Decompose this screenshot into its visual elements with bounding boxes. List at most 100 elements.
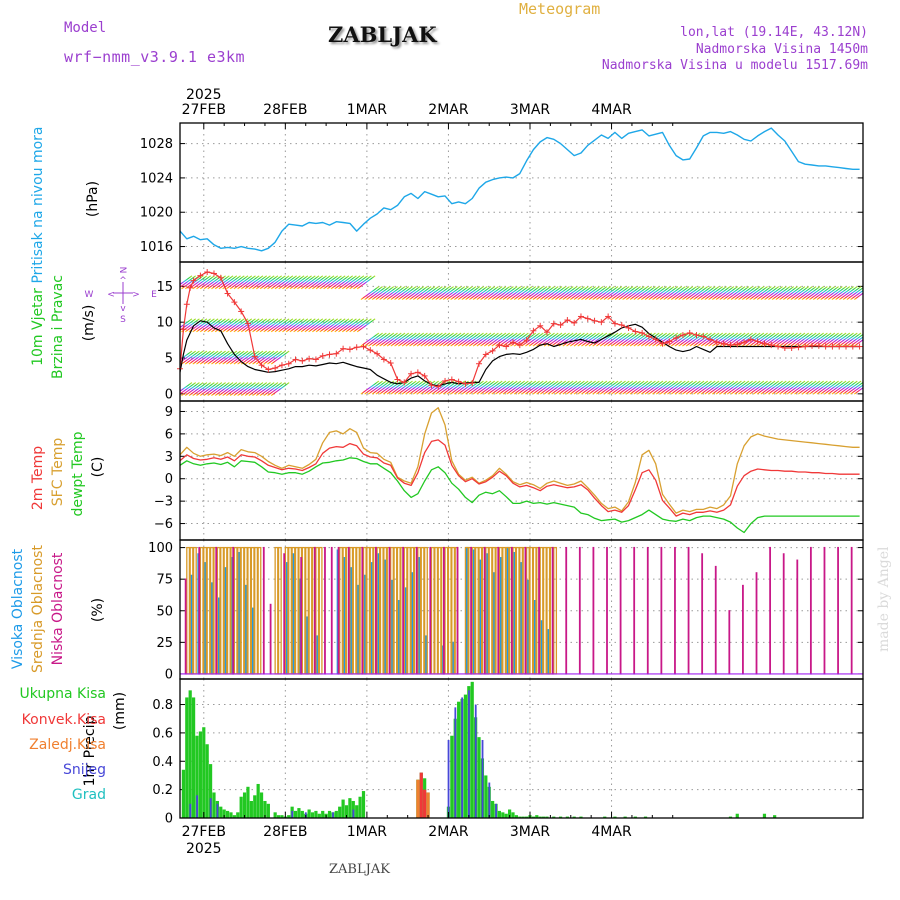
wind-ylabel-2: Brzina i Pravac: [50, 275, 66, 379]
mid-cloud-bar: [308, 546, 313, 675]
high-cloud-bar: [492, 572, 496, 675]
high-cloud-bar: [506, 546, 509, 675]
total-rain-bar: [552, 816, 556, 818]
high-cloud-bar: [391, 579, 394, 675]
frozen-bar: [426, 792, 430, 818]
total-rain-bar: [477, 737, 481, 818]
mid-cloud-bar: [488, 546, 493, 675]
compass-arrow-right: >: [132, 290, 140, 300]
total-rain-bar: [348, 798, 352, 818]
low-cloud-bar: [347, 546, 350, 675]
x-day-label-bottom: 2MAR: [428, 824, 469, 840]
temp-unit: (C): [90, 457, 106, 478]
low-cloud-bar: [660, 546, 663, 675]
temp-line-2m: [180, 439, 860, 517]
y-tick-label: 6: [165, 427, 173, 442]
high-cloud-bar: [363, 574, 367, 675]
low-cloud-bar: [215, 546, 218, 675]
snow-bar: [454, 707, 457, 818]
total-rain-bar: [603, 816, 607, 818]
location-label: lon,lat (19.14E, 43.12N): [680, 25, 868, 40]
mid-cloud-bar: [502, 546, 507, 675]
total-rain-bar: [344, 805, 349, 818]
y-tick-label: 1024: [140, 171, 173, 186]
pressure-line: [180, 127, 860, 252]
total-rain-bar: [321, 810, 325, 818]
y-tick-label: 0: [165, 812, 173, 827]
total-rain-bar: [263, 800, 267, 818]
wind-unit: (m/s): [81, 305, 97, 342]
high-cloud-bar: [499, 557, 503, 675]
mid-cloud-bar: [379, 546, 384, 675]
low-cloud-bar: [442, 546, 445, 675]
x-year-label-top: 2025: [186, 87, 222, 103]
total-rain-bar: [287, 815, 291, 818]
low-cloud-bar: [483, 546, 486, 675]
mid-cloud-bar: [186, 546, 191, 675]
total-rain-bar: [579, 816, 583, 818]
y-tick-label: 0: [165, 387, 173, 402]
total-rain-bar: [276, 815, 281, 818]
cloud-ylabel-mid: Srednja Oblacnost: [30, 545, 46, 673]
total-rain-bar: [450, 735, 454, 818]
low-cloud-bar: [375, 546, 377, 675]
low-cloud-bar: [837, 546, 839, 675]
total-rain-bar: [518, 816, 522, 818]
y-tick-label: 0: [165, 667, 173, 682]
high-cloud-bar: [285, 562, 288, 675]
low-cloud-bar: [728, 610, 731, 675]
mid-cloud-bar: [301, 546, 306, 675]
mid-cloud-bar: [199, 546, 204, 675]
high-cloud-bar: [411, 572, 414, 675]
total-rain-bar: [185, 697, 189, 818]
mid-cloud-bar: [407, 546, 411, 675]
total-rain-bar: [361, 791, 366, 818]
high-cloud-bar: [540, 620, 543, 675]
total-rain-bar: [208, 764, 213, 818]
compass-west: W: [85, 290, 94, 300]
cloud-unit: (%): [90, 598, 106, 622]
y-tick-label: 100: [148, 541, 173, 556]
high-cloud-bar: [526, 579, 530, 675]
y-tick-label: 9: [165, 405, 173, 420]
x-day-label-bottom: 1MAR: [347, 824, 388, 840]
low-cloud-bar: [324, 546, 326, 675]
low-cloud-bar: [782, 553, 785, 675]
pressure-ylabel: Pritisak na nivou mora: [30, 126, 46, 283]
snow-bar: [352, 809, 355, 818]
low-cloud-bar: [565, 546, 568, 675]
total-rain-bar: [535, 815, 539, 818]
y-tick-label: 0.6: [152, 726, 173, 741]
total-rain-bar: [484, 775, 488, 818]
mid-cloud-bar: [352, 546, 357, 675]
high-cloud-bar: [244, 584, 248, 675]
panel-frame-temperature: [179, 400, 864, 541]
low-cloud-bar: [592, 546, 595, 675]
y-tick-label: 1028: [140, 137, 173, 152]
snow-bar: [461, 697, 464, 818]
total-rain-bar: [504, 813, 508, 818]
high-cloud-bar: [533, 600, 537, 675]
precip-ylabel: 1hr Precip: [82, 716, 98, 787]
frozen-bar: [416, 779, 420, 818]
total-rain-bar: [497, 810, 502, 818]
high-cloud-bar: [190, 574, 193, 675]
low-cloud-bar: [330, 546, 333, 675]
high-cloud-bar: [547, 629, 550, 675]
low-cloud-bar: [714, 565, 717, 675]
mid-cloud-bar: [254, 546, 259, 675]
mid-cloud-bar: [434, 546, 439, 675]
low-cloud-bar: [262, 546, 265, 675]
pressure-unit: (hPa): [85, 181, 101, 217]
footer-station: ZABLJAK: [329, 862, 390, 877]
low-cloud-bar: [402, 546, 405, 675]
total-rain-bar: [531, 816, 535, 818]
total-rain-bar: [327, 810, 332, 818]
total-rain-bar: [205, 744, 209, 818]
low-cloud-bar: [823, 546, 826, 675]
temp-ylabel-sfc: SFC Temp: [50, 438, 66, 507]
high-cloud-bar: [479, 559, 482, 675]
high-cloud-bar: [370, 562, 373, 675]
snow-bar: [468, 690, 470, 818]
